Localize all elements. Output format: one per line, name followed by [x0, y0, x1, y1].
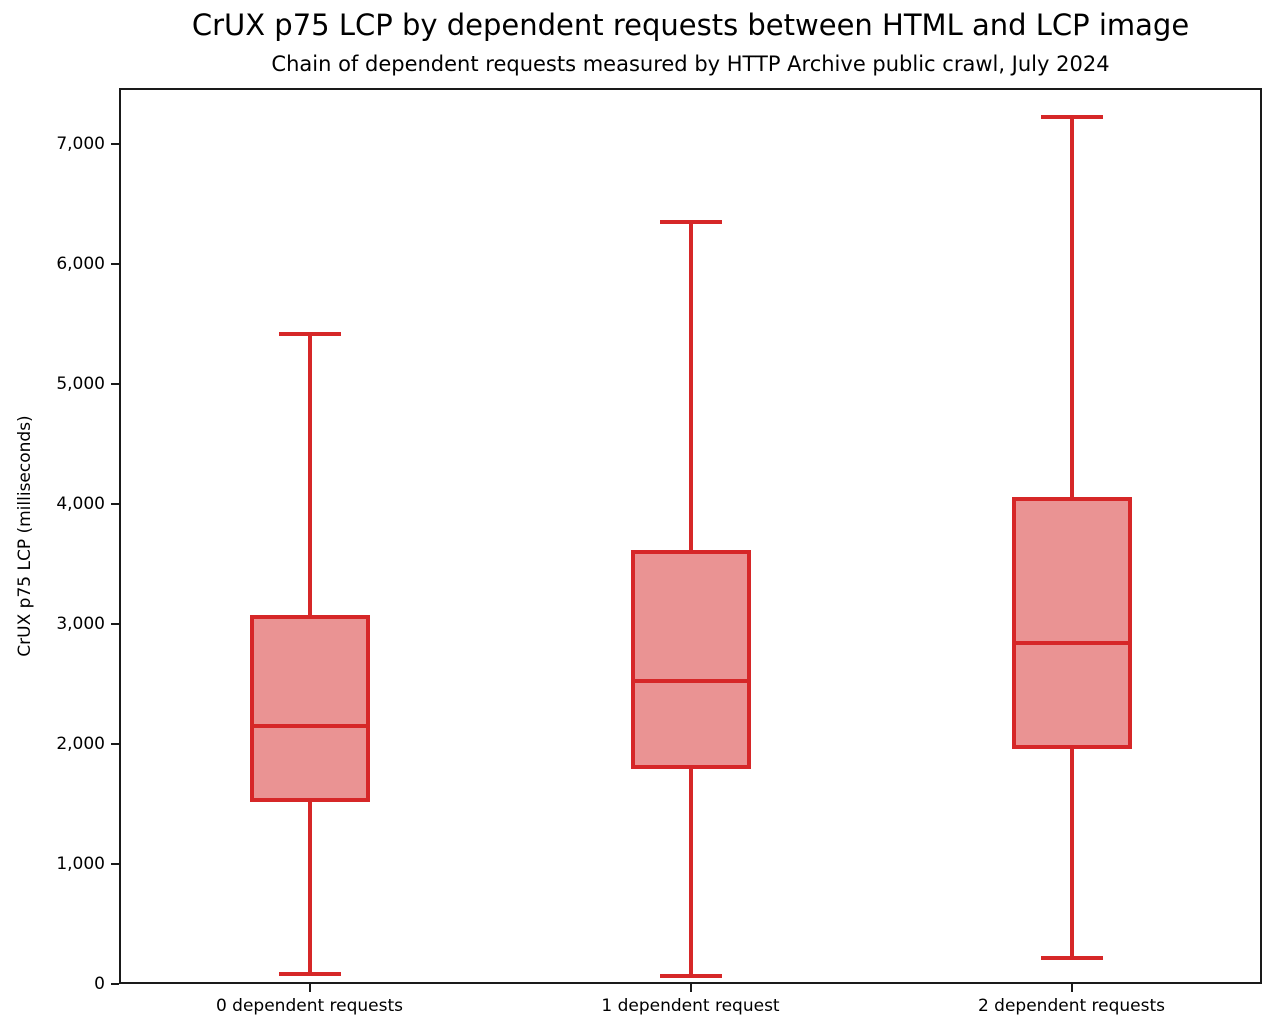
y-tick-mark — [111, 383, 119, 386]
x-tick-mark — [308, 984, 311, 992]
box-rect — [249, 614, 370, 802]
box-median-line — [1011, 641, 1132, 646]
box-whisker-lower — [307, 801, 312, 975]
box-cap-lower — [1040, 955, 1103, 960]
box-whisker-lower — [688, 769, 693, 976]
box-rect — [630, 549, 751, 770]
y-tick-label: 5,000 — [56, 374, 105, 395]
y-tick-mark — [111, 983, 119, 985]
y-tick-mark — [111, 743, 119, 746]
y-tick-mark — [111, 503, 119, 506]
x-tick-label: 2 dependent requests — [977, 996, 1166, 1016]
box-whisker-upper — [688, 222, 693, 550]
box-cap-lower — [659, 973, 722, 978]
box-whisker-upper — [307, 333, 312, 615]
x-tick-label: 0 dependent requests — [215, 996, 404, 1016]
box-rect — [1011, 497, 1132, 749]
chart-subtitle: Chain of dependent requests measured by … — [271, 52, 1110, 76]
box-cap-upper — [659, 220, 722, 225]
y-tick-label: 4,000 — [56, 494, 105, 515]
box-cap-lower — [278, 972, 341, 977]
y-tick-label: 6,000 — [56, 254, 105, 275]
box-cap-upper — [1040, 114, 1103, 119]
chart-title: CrUX p75 LCP by dependent requests betwe… — [191, 8, 1190, 42]
y-tick-label: 7,000 — [56, 134, 105, 155]
y-tick-mark — [111, 143, 119, 146]
x-tick-label: 1 dependent request — [601, 996, 780, 1016]
y-tick-mark — [111, 863, 119, 866]
y-tick-mark — [111, 263, 119, 266]
y-tick-label: 1,000 — [56, 854, 105, 875]
y-tick-label: 0 — [94, 974, 105, 994]
y-tick-mark — [111, 623, 119, 626]
box-whisker-upper — [1069, 116, 1074, 497]
box-median-line — [249, 724, 370, 729]
x-tick-mark — [689, 984, 692, 992]
box-cap-upper — [278, 331, 341, 336]
box-whisker-lower — [1069, 748, 1074, 958]
y-tick-label: 2,000 — [56, 734, 105, 755]
box-median-line — [630, 678, 751, 683]
x-tick-mark — [1070, 984, 1073, 992]
y-tick-label: 3,000 — [56, 614, 105, 635]
